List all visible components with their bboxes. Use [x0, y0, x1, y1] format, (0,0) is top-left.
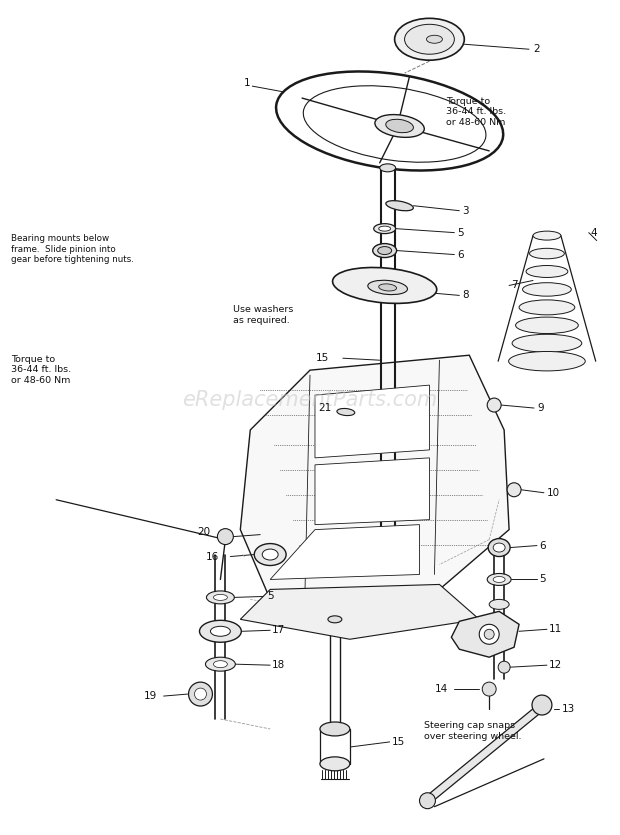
Ellipse shape: [529, 248, 564, 259]
Circle shape: [532, 695, 552, 715]
Ellipse shape: [206, 591, 234, 604]
Text: 12: 12: [549, 660, 562, 671]
Text: Torque to
36-44 ft. lbs.
or 48-60 Nm: Torque to 36-44 ft. lbs. or 48-60 Nm: [11, 355, 71, 385]
Ellipse shape: [379, 284, 397, 291]
Text: 19: 19: [144, 691, 157, 701]
Text: 5: 5: [267, 591, 274, 601]
Circle shape: [487, 398, 501, 412]
Text: 5: 5: [458, 228, 464, 238]
Ellipse shape: [526, 266, 568, 277]
Ellipse shape: [394, 18, 464, 60]
Ellipse shape: [379, 164, 396, 172]
Ellipse shape: [386, 119, 414, 133]
Ellipse shape: [332, 267, 436, 303]
Ellipse shape: [320, 757, 350, 771]
Polygon shape: [315, 458, 430, 524]
Ellipse shape: [368, 281, 407, 295]
Ellipse shape: [262, 549, 278, 560]
Circle shape: [484, 630, 494, 640]
Ellipse shape: [210, 626, 231, 636]
Ellipse shape: [205, 657, 236, 671]
Ellipse shape: [254, 544, 286, 565]
Text: 3: 3: [463, 205, 469, 215]
Ellipse shape: [276, 72, 503, 170]
Ellipse shape: [328, 616, 342, 623]
Circle shape: [420, 792, 435, 808]
Ellipse shape: [213, 660, 228, 668]
Ellipse shape: [493, 576, 505, 583]
Text: 14: 14: [435, 684, 448, 694]
Text: 4: 4: [591, 228, 597, 238]
Text: 15: 15: [392, 737, 405, 747]
Ellipse shape: [213, 595, 228, 600]
Ellipse shape: [519, 300, 575, 315]
Ellipse shape: [337, 408, 355, 416]
Text: eReplacementParts.com: eReplacementParts.com: [182, 390, 438, 410]
Ellipse shape: [493, 543, 505, 552]
Text: 8: 8: [463, 291, 469, 301]
Text: 13: 13: [562, 704, 575, 714]
Text: Torque to
36-44 ft. lbs.
or 48-60 Nm: Torque to 36-44 ft. lbs. or 48-60 Nm: [446, 97, 506, 127]
Ellipse shape: [508, 352, 585, 371]
Ellipse shape: [487, 574, 511, 585]
Text: 6: 6: [458, 250, 464, 260]
Ellipse shape: [378, 246, 392, 255]
Ellipse shape: [375, 114, 424, 138]
Text: 1: 1: [244, 78, 251, 89]
Text: 10: 10: [547, 488, 560, 498]
Ellipse shape: [379, 226, 391, 231]
Circle shape: [498, 661, 510, 673]
Ellipse shape: [386, 200, 414, 210]
Text: Bearing mounts below
frame.  Slide pinion into
gear before tightening nuts.: Bearing mounts below frame. Slide pinion…: [11, 235, 133, 264]
Text: 5: 5: [539, 574, 546, 584]
Circle shape: [507, 483, 521, 497]
Polygon shape: [427, 706, 541, 802]
Text: 16: 16: [205, 552, 219, 561]
Ellipse shape: [373, 244, 397, 257]
Ellipse shape: [523, 283, 571, 296]
Circle shape: [218, 529, 233, 544]
Polygon shape: [241, 355, 509, 600]
Text: 21: 21: [318, 403, 331, 413]
Ellipse shape: [488, 539, 510, 557]
Ellipse shape: [516, 317, 578, 333]
Text: 20: 20: [198, 527, 211, 537]
Ellipse shape: [303, 86, 486, 162]
Ellipse shape: [405, 24, 454, 54]
Ellipse shape: [512, 334, 582, 352]
Ellipse shape: [320, 722, 350, 736]
Polygon shape: [270, 524, 420, 579]
Text: Use washers
as required.: Use washers as required.: [233, 305, 293, 325]
Circle shape: [482, 682, 496, 696]
Text: 18: 18: [272, 660, 285, 671]
Polygon shape: [451, 611, 519, 657]
Text: 6: 6: [539, 540, 546, 550]
Ellipse shape: [374, 224, 396, 234]
Circle shape: [195, 688, 206, 700]
Text: 15: 15: [316, 353, 329, 363]
Ellipse shape: [533, 231, 561, 240]
Polygon shape: [315, 385, 430, 458]
Ellipse shape: [489, 600, 509, 610]
Text: 7: 7: [511, 281, 518, 291]
Circle shape: [188, 682, 213, 706]
Ellipse shape: [427, 35, 443, 43]
Text: 2: 2: [533, 44, 539, 54]
Circle shape: [479, 625, 499, 645]
Text: 17: 17: [272, 625, 285, 635]
Text: 9: 9: [537, 403, 544, 413]
Text: 11: 11: [549, 625, 562, 635]
Ellipse shape: [200, 620, 241, 642]
Polygon shape: [241, 584, 479, 640]
Text: Steering cap snaps
over steering wheel.: Steering cap snaps over steering wheel.: [424, 721, 521, 741]
